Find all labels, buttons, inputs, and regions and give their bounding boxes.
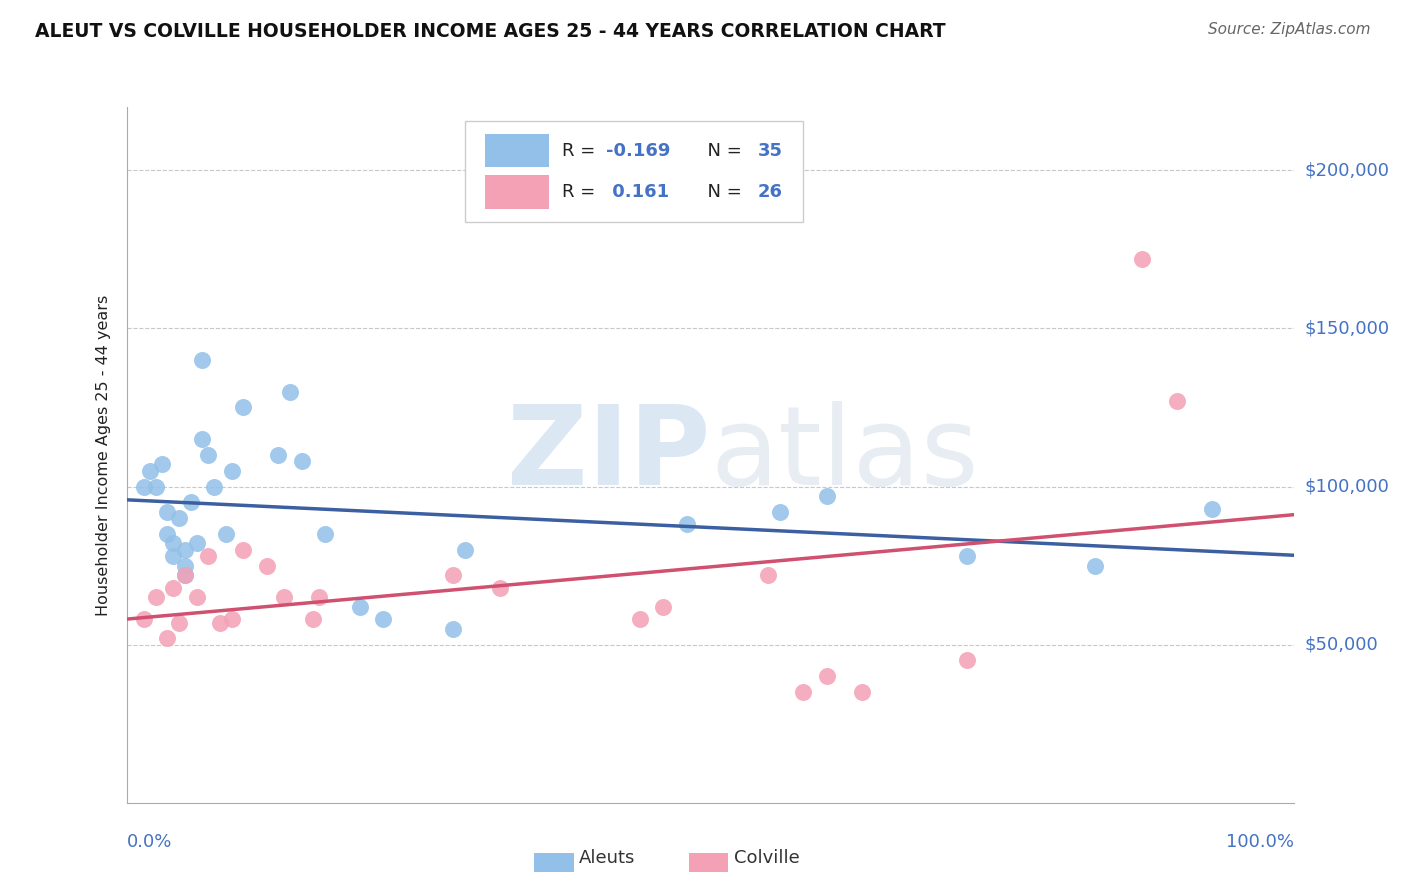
Point (769, 505, 792, 519)
Text: $100,000: $100,000 (1305, 477, 1389, 496)
Point (186, 591, 208, 605)
Point (1201, 501, 1223, 516)
Point (489, 581, 512, 595)
Point (628, 612, 651, 626)
Point (208, 615, 231, 630)
Point (156, 527, 179, 541)
Point (215, 527, 238, 541)
Point (290, 454, 312, 468)
Point (652, 599, 675, 614)
Point (1166, 394, 1188, 409)
Point (454, 542, 477, 557)
Text: N =: N = (696, 183, 748, 201)
Point (162, 536, 184, 550)
Point (232, 401, 254, 415)
Point (145, 479, 167, 493)
Point (174, 558, 197, 573)
Point (174, 568, 197, 582)
Point (156, 632, 179, 646)
Text: -0.169: -0.169 (606, 142, 671, 160)
Point (815, 669, 838, 683)
Text: ALEUT VS COLVILLE HOUSEHOLDER INCOME AGES 25 - 44 YEARS CORRELATION CHART: ALEUT VS COLVILLE HOUSEHOLDER INCOME AGE… (35, 22, 946, 41)
Point (256, 558, 278, 573)
Text: R =: R = (562, 142, 600, 160)
Point (191, 432, 214, 446)
Point (132, 479, 155, 493)
FancyBboxPatch shape (465, 121, 803, 222)
Text: 0.161: 0.161 (606, 183, 669, 201)
Point (956, 653, 979, 667)
Point (174, 568, 197, 582)
Text: 0.0%: 0.0% (127, 833, 172, 851)
FancyBboxPatch shape (485, 176, 548, 209)
Text: ZIP: ZIP (506, 401, 710, 508)
Point (349, 599, 371, 614)
Text: Aleuts: Aleuts (579, 849, 636, 867)
Y-axis label: Householder Income Ages 25 - 44 years: Householder Income Ages 25 - 44 years (96, 294, 111, 615)
Point (756, 568, 779, 582)
Text: $50,000: $50,000 (1305, 636, 1378, 654)
Point (186, 536, 208, 550)
Point (851, 685, 873, 699)
Point (221, 612, 243, 626)
Point (675, 517, 697, 532)
Point (278, 384, 301, 399)
Text: Colville: Colville (734, 849, 800, 867)
Text: Source: ZipAtlas.com: Source: ZipAtlas.com (1208, 22, 1371, 37)
Point (232, 542, 254, 557)
Point (150, 458, 173, 472)
Text: 35: 35 (758, 142, 783, 160)
Point (162, 549, 184, 563)
Text: R =: R = (562, 183, 600, 201)
Point (956, 549, 979, 563)
Text: 100.0%: 100.0% (1226, 833, 1294, 851)
Point (139, 464, 162, 478)
Point (441, 622, 464, 636)
Point (132, 612, 155, 626)
Text: $150,000: $150,000 (1305, 319, 1389, 337)
Point (174, 542, 197, 557)
Point (441, 568, 464, 582)
Point (1084, 558, 1107, 573)
Text: N =: N = (696, 142, 748, 160)
Text: $200,000: $200,000 (1305, 161, 1389, 179)
Point (191, 353, 214, 368)
Point (162, 581, 184, 595)
Text: atlas: atlas (710, 401, 979, 508)
Point (792, 685, 814, 699)
Point (373, 612, 395, 626)
Point (273, 591, 295, 605)
Point (1130, 252, 1153, 266)
Point (156, 505, 179, 519)
Point (167, 615, 190, 630)
Point (267, 448, 290, 462)
Point (314, 527, 336, 541)
Point (302, 612, 325, 626)
Point (167, 511, 190, 525)
Point (815, 489, 838, 503)
Point (202, 479, 225, 493)
Point (180, 495, 202, 509)
Text: 26: 26 (758, 183, 783, 201)
Point (145, 591, 167, 605)
Point (308, 591, 330, 605)
FancyBboxPatch shape (485, 134, 548, 168)
Point (197, 448, 219, 462)
Point (221, 464, 243, 478)
Point (197, 549, 219, 563)
